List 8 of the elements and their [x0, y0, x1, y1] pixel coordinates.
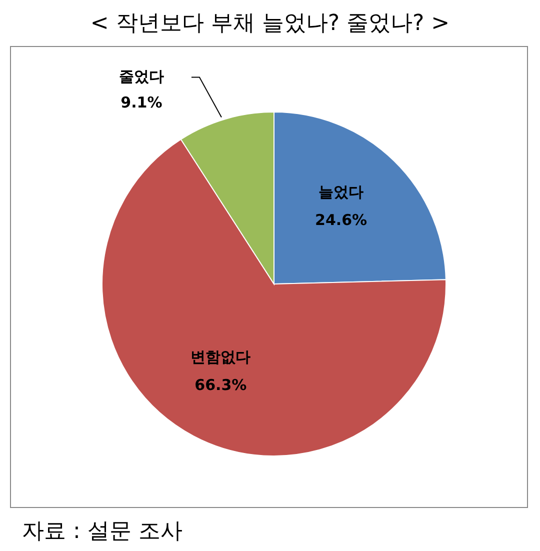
data-label: 66.3% — [194, 376, 247, 394]
data-label: 9.1% — [120, 93, 162, 112]
data-label: 24.6% — [315, 211, 368, 230]
slice-label: 변함없다 — [190, 348, 251, 366]
text: 자료 : 설문 조사 — [22, 518, 184, 546]
chart-title: < 작년보다 부채 늘었나? 줄었나? > — [89, 10, 451, 38]
slice-label: 늘었다 — [318, 183, 364, 202]
slice-label: 줄었다 — [118, 67, 164, 86]
